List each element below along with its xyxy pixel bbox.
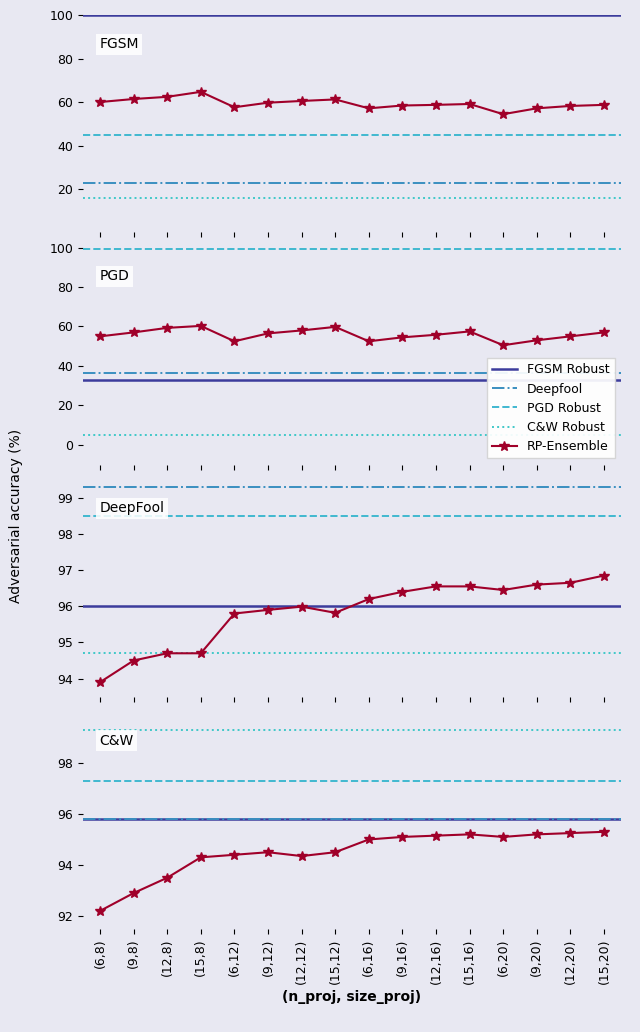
- Text: Adversarial accuracy (%): Adversarial accuracy (%): [9, 429, 23, 603]
- Text: C&W: C&W: [99, 734, 134, 747]
- X-axis label: (n_proj, size_proj): (n_proj, size_proj): [282, 990, 422, 1003]
- Text: DeepFool: DeepFool: [99, 502, 164, 515]
- Text: PGD: PGD: [99, 269, 129, 284]
- Legend: FGSM Robust, Deepfool, PGD Robust, C&W Robust, RP-Ensemble: FGSM Robust, Deepfool, PGD Robust, C&W R…: [487, 358, 614, 458]
- Text: FGSM: FGSM: [99, 37, 139, 52]
